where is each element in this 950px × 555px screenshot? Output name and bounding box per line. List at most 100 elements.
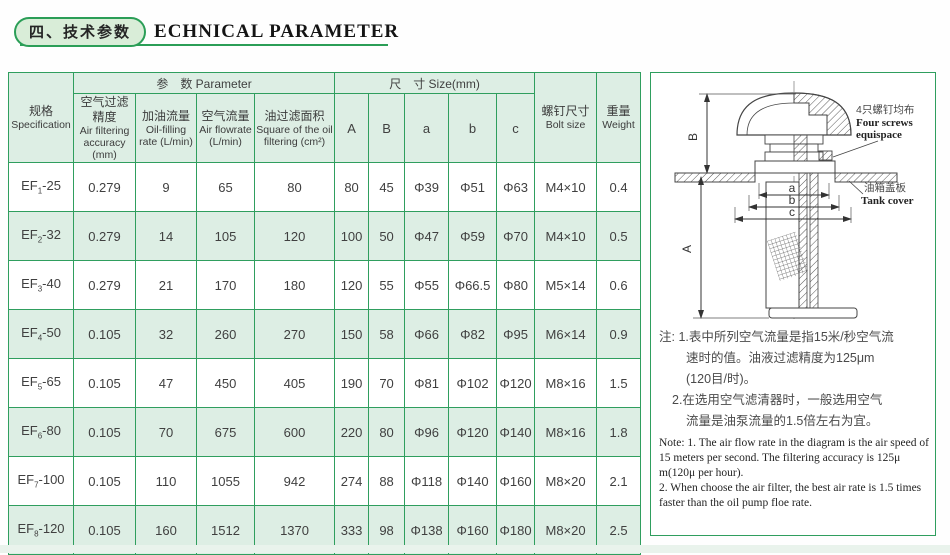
header-bolt-en: Bolt size	[545, 119, 586, 131]
value-cell: 270	[253, 309, 336, 359]
spec-suffix: -50	[42, 325, 61, 341]
value-cell: 274	[334, 456, 370, 506]
value-cell: Φ63	[496, 162, 536, 212]
value-cell: 1055	[196, 456, 255, 506]
value-cell: 675	[196, 407, 255, 457]
value-cell: 58	[368, 309, 406, 359]
header-weight-cn: 重量	[606, 104, 631, 118]
value-cell: 105	[196, 211, 255, 261]
value-cell: 80	[368, 407, 406, 457]
table-row: EF2-32 0.279 14 105 120 100 50 Φ47 Φ59 Φ70 M4×10 0.…	[8, 211, 642, 261]
value-cell: 110	[135, 456, 197, 506]
value-cell: Φ39	[404, 162, 450, 212]
value-cell: 0.105	[73, 309, 136, 359]
screws-leader-line	[832, 140, 879, 158]
spec-prefix: EF	[17, 472, 35, 488]
value-cell: 170	[196, 260, 255, 310]
value-cell: Φ51	[448, 162, 498, 212]
spec-cell: EF3-40	[8, 260, 74, 310]
spec-suffix: -100	[38, 472, 65, 488]
screws-label-en1: Four screws	[856, 117, 913, 129]
spec-sub: 8	[34, 529, 39, 539]
header-air-filtering-accuracy: 空气过滤精度 Air filtering accuracy (mm)	[73, 93, 136, 163]
value-cell: 45	[368, 162, 406, 212]
body-flange	[754, 160, 836, 174]
value-cell: Φ70	[496, 211, 536, 261]
value-cell: 9	[135, 162, 197, 212]
spec-sub: 1	[37, 186, 43, 196]
value-cell: 0.9	[596, 309, 642, 359]
value-cell: 80	[253, 162, 336, 212]
value-cell: Φ118	[404, 456, 450, 506]
note-en-line: 15 meters per second. The filtering accu…	[659, 452, 901, 464]
spec-suffix: -40	[42, 276, 61, 292]
value-cell: 70	[368, 358, 406, 408]
value-cell: 65	[196, 162, 255, 212]
spec-cell: EF4-50	[8, 309, 74, 359]
page-header: 四、技术参数 ECHNICAL PARAMETER	[14, 14, 399, 50]
value-cell: Φ96	[404, 407, 450, 457]
spec-sub: 5	[37, 382, 43, 392]
value-cell: 32	[135, 309, 197, 359]
spec-sub: 6	[37, 431, 43, 441]
header-dim-a: a	[404, 93, 450, 163]
dim-c-label: c	[789, 205, 795, 219]
diagram-notes-panel: B A a b c 4只螺钉均布 Four screws equispace 油…	[650, 72, 936, 536]
note-en-line: Note: 1. The air flow rate in the diagra…	[659, 437, 929, 449]
value-cell: M4×10	[534, 211, 598, 261]
spec-prefix: EF	[21, 276, 38, 292]
value-cell: Φ55	[404, 260, 450, 310]
value-cell: 70	[135, 407, 197, 457]
spec-prefix: EF	[21, 374, 38, 390]
note-en-line: 2. When choose the air filter, the best …	[659, 482, 922, 494]
value-cell: Φ120	[448, 407, 498, 457]
value-cell: 942	[253, 456, 336, 506]
filter-cross-section-diagram: B A a b c 4只螺钉均布 Four screws equispace 油…	[674, 81, 914, 319]
filter-cap-inner-line	[746, 102, 795, 136]
value-cell: 180	[253, 260, 336, 310]
table-header-row: 规格 Specification 参 数 Parameter 尺 寸 Size(…	[8, 72, 642, 163]
value-cell: 0.279	[73, 211, 136, 261]
tank-cover-right	[834, 172, 898, 183]
value-cell: 120	[253, 211, 336, 261]
value-cell: 100	[334, 211, 370, 261]
value-cell: M8×16	[534, 407, 598, 457]
note-cn-line: 流量是油泵流量的1.5倍左右为宜。	[686, 414, 879, 428]
spec-cell: EF1-25	[8, 162, 74, 212]
pipe-wall-hatched-1	[798, 172, 808, 312]
dim-A-label: A	[680, 245, 694, 253]
value-cell: Φ140	[448, 456, 498, 506]
value-cell: 450	[196, 358, 255, 408]
value-cell: Φ82	[448, 309, 498, 359]
value-cell: 0.4	[596, 162, 642, 212]
table-subheader-row: 空气过滤精度 Air filtering accuracy (mm) 加油流量 …	[9, 93, 641, 163]
value-cell: 600	[253, 407, 336, 457]
spec-sub: 4	[37, 333, 43, 343]
header-size-group: 尺 寸 Size(mm)	[334, 72, 536, 94]
value-cell: M6×14	[534, 309, 598, 359]
section-title-en: ECHNICAL PARAMETER	[154, 21, 400, 42]
value-cell: 120	[334, 260, 370, 310]
table-body: EF1-25 0.279 9 65 80 80 45 Φ39 Φ51 Φ63 M4×10 0.4 EF2…	[8, 162, 642, 555]
spec-suffix: -65	[42, 374, 61, 390]
value-cell: 2.1	[596, 456, 642, 506]
tank-cover-label-cn: 油箱盖板	[864, 181, 906, 194]
header-air-flowrate: 空气流量 Air flowrate (L/min)	[196, 93, 255, 163]
header-spec-cn: 规格	[28, 104, 53, 118]
value-cell: Φ81	[404, 358, 450, 408]
spec-sub: 2	[37, 235, 43, 245]
header-specification: 规格 Specification	[8, 72, 74, 163]
value-cell: Φ120	[496, 358, 536, 408]
value-cell: 260	[196, 309, 255, 359]
value-cell: 0.5	[596, 211, 642, 261]
value-cell: 405	[253, 358, 336, 408]
page-bottom-strip	[0, 545, 950, 553]
header-oil-filtering-square: 油过滤面积 Square of the oil filtering (cm²)	[253, 93, 336, 163]
spec-prefix: EF	[21, 325, 38, 341]
value-cell: 14	[135, 211, 197, 261]
value-cell: 0.105	[73, 456, 136, 506]
value-cell: Φ80	[496, 260, 536, 310]
tank-cover-left	[674, 172, 756, 183]
spec-cell: EF2-32	[8, 211, 74, 261]
value-cell: 1.8	[596, 407, 642, 457]
